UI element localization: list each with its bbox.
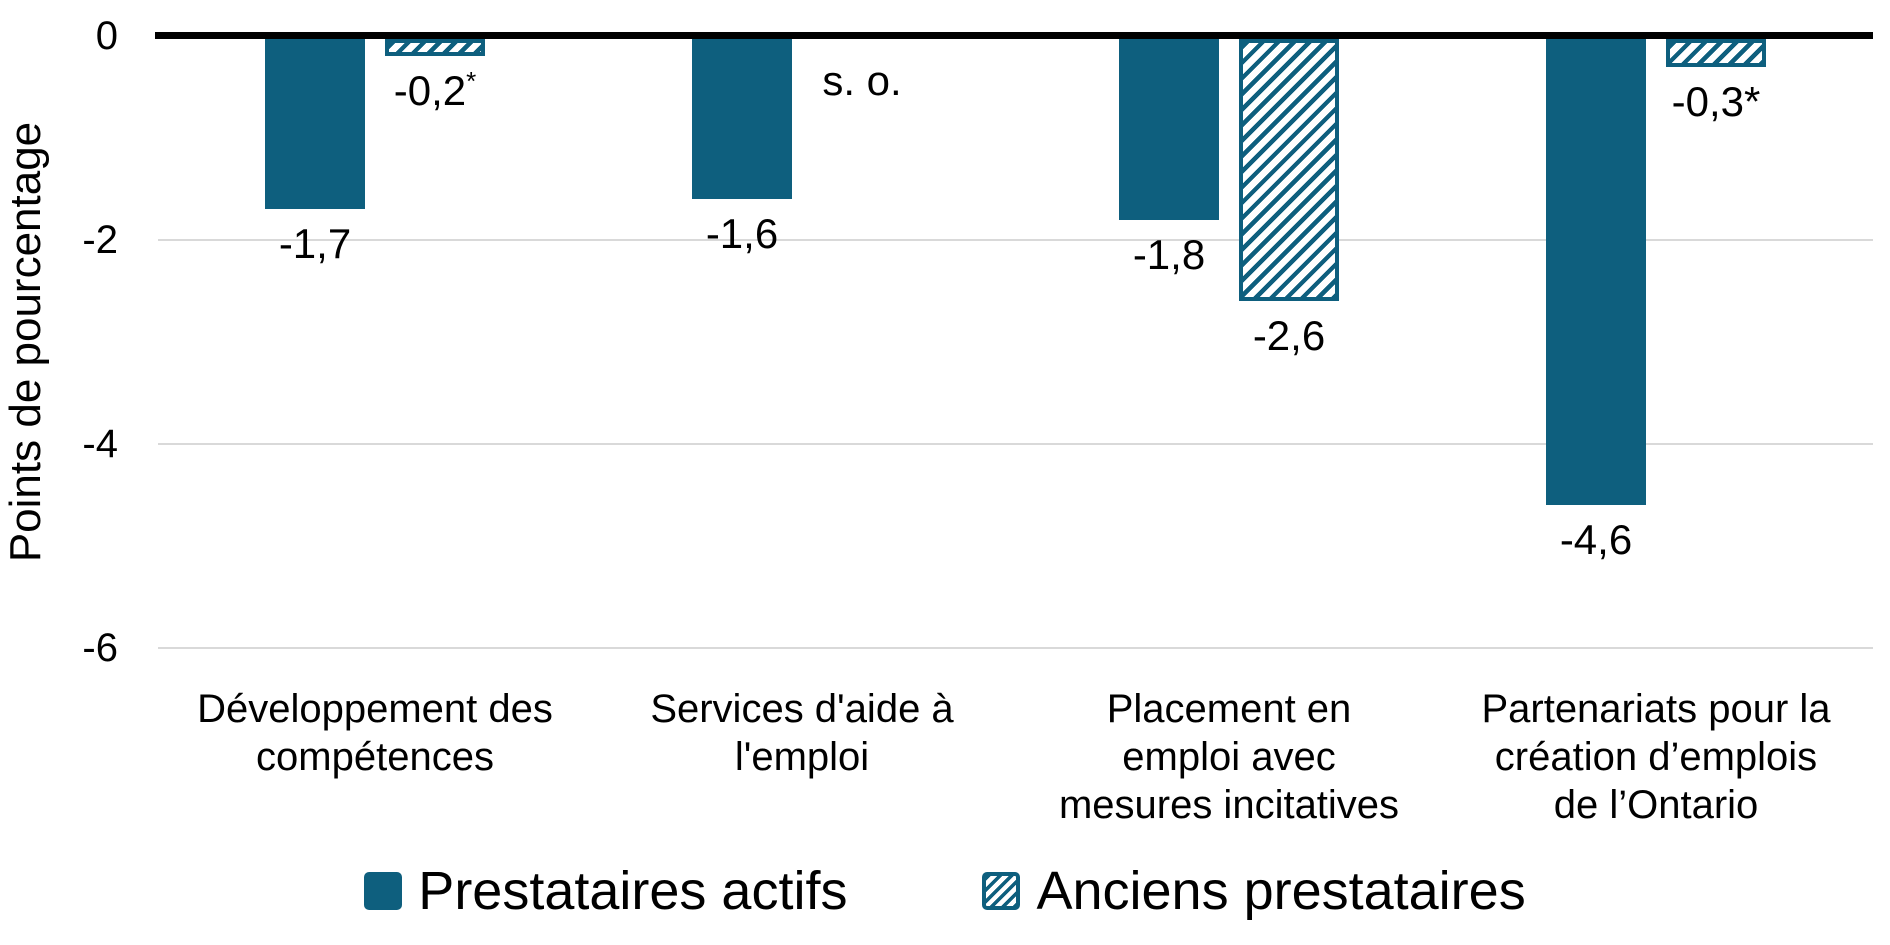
category-label: Partenariats pour la création d’emplois de… [1436,685,1876,829]
legend: Prestataires actifs Anciens prestataires [0,862,1890,920]
y-tick-label: 0 [95,14,118,58]
legend-item-anciens-prestataires: Anciens prestataires [982,861,1526,921]
category-label-line: emploi avec [1122,735,1336,779]
legend-marker-solid-icon [364,872,403,910]
bar-value-label: -1,6 [705,210,779,258]
bar-value-label: -1,7 [278,220,352,268]
significance-asterisk: * [466,66,477,97]
bar-value-label: -0,2* [393,66,477,115]
category-label-line: mesures incitatives [1058,783,1400,827]
bar-actifs [1546,39,1646,506]
gridline [158,239,1873,241]
y-axis-title-wrap: Points de pourcentage [0,36,52,648]
gridline [158,647,1873,649]
y-axis-title: Points de pourcentage [1,121,51,563]
category-label-line: Services d'aide à [650,687,954,731]
bar-actifs [1119,39,1219,220]
bar-anciens [1666,39,1766,67]
category-label-line: l'emploi [734,735,870,779]
category-label-line: création d’emplois [1494,735,1818,779]
bar-actifs [265,39,365,210]
bar-anciens [385,39,485,57]
bar-value-label: -4,6 [1559,516,1633,564]
legend-label: Prestataires actifs [418,861,848,921]
legend-marker-hatched-icon [982,872,1021,910]
category-label-line: Développement des [197,687,553,731]
bar-value-label: -2,6 [1252,312,1326,360]
category-label: Services d'aide à l'emploi [582,685,1022,781]
gridline [158,443,1873,445]
na-label: s. o. [822,57,902,104]
legend-label: Anciens prestataires [1036,861,1526,921]
bar-value-label: -0,3* [1671,77,1761,125]
category-label: Développement des compétences [155,685,595,781]
zero-line [155,32,1873,39]
legend-item-prestataires-actifs: Prestataires actifs [364,862,847,920]
y-tick-label: -4 [82,422,118,466]
category-label-line: de l’Ontario [1553,783,1759,827]
category-label-line: compétences [256,735,494,779]
y-tick-label: -2 [82,218,118,262]
bar-actifs [692,39,792,200]
category-label: Placement en emploi avec mesures incitativ… [1009,685,1449,829]
y-tick-label: -6 [82,626,118,670]
bar-anciens [1239,39,1339,302]
category-label-line: Placement en [1106,687,1352,731]
category-label-line: Partenariats pour la [1481,687,1831,731]
bar-value-label: -1,8 [1132,230,1206,278]
